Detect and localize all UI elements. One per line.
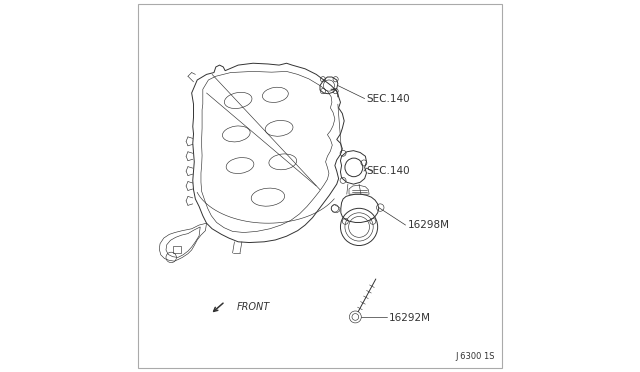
Text: J 6300 1S: J 6300 1S	[456, 352, 495, 361]
Text: 16292M: 16292M	[389, 313, 431, 323]
Text: SEC.140: SEC.140	[367, 94, 410, 103]
Text: FRONT: FRONT	[236, 302, 269, 312]
Text: 16298M: 16298M	[408, 220, 449, 230]
Text: SEC.140: SEC.140	[367, 166, 410, 176]
